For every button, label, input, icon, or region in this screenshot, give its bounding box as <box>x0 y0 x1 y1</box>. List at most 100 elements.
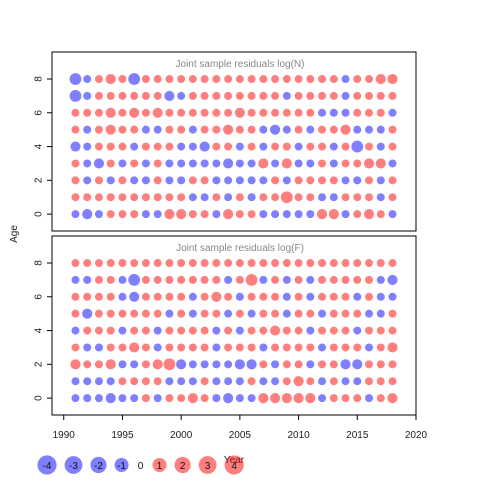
residual-bubble <box>130 377 139 386</box>
residual-bubble <box>163 358 176 371</box>
residual-bubble <box>94 210 103 219</box>
residual-bubble <box>94 176 103 185</box>
residual-bubble <box>188 377 197 386</box>
legend-item: 3 <box>198 456 217 474</box>
residual-bubble <box>235 309 244 318</box>
residual-bubble <box>271 108 280 117</box>
residual-bubble <box>165 259 174 268</box>
residual-bubble <box>212 343 221 352</box>
residual-bubble <box>306 125 315 134</box>
residual-bubble <box>212 75 221 84</box>
residual-bubble <box>200 91 209 100</box>
residual-bubble <box>83 176 92 185</box>
residual-bubble <box>282 210 291 219</box>
residual-bubble <box>224 292 233 301</box>
residual-bubble <box>282 275 291 284</box>
residual-bubble <box>306 108 315 117</box>
residual-bubble <box>130 326 139 335</box>
residual-bubble <box>83 75 92 84</box>
residual-bubble <box>223 393 234 404</box>
residual-bubble <box>270 124 281 135</box>
residual-bubble <box>376 377 385 386</box>
residual-bubble <box>388 292 397 301</box>
residual-bubble <box>153 292 162 301</box>
residual-bubble <box>282 142 291 151</box>
residual-bubble <box>141 108 150 117</box>
residual-bubble <box>341 343 350 352</box>
residual-bubble <box>212 309 221 318</box>
residual-bubble <box>247 210 256 219</box>
legend-item: 1 <box>152 458 167 472</box>
residual-bubble <box>282 176 291 185</box>
residual-bubble <box>188 343 197 352</box>
residual-bubble <box>177 108 186 117</box>
residual-bubble <box>200 193 209 202</box>
residual-bubble <box>130 193 139 202</box>
legend-bubble <box>152 458 167 472</box>
residual-bubble <box>224 309 233 318</box>
residual-bubble <box>94 292 103 301</box>
residual-bubble <box>234 359 245 370</box>
residual-bubble <box>118 75 127 84</box>
residual-bubble <box>130 360 139 369</box>
residual-bubble <box>387 73 398 85</box>
residual-bubble <box>341 326 350 335</box>
y-tick-label: 6 <box>34 110 45 116</box>
residual-bubble <box>165 275 174 284</box>
residual-bubble <box>224 193 233 202</box>
residual-bubble <box>224 259 233 268</box>
residual-bubble <box>281 393 292 404</box>
residual-bubble <box>224 176 233 185</box>
legend-item: -4 <box>37 455 57 475</box>
residual-bubble <box>353 108 362 117</box>
residual-bubble <box>70 359 81 370</box>
residual-bubble <box>94 75 103 84</box>
legend-label: 4 <box>231 461 237 472</box>
residual-bubble <box>235 210 244 219</box>
y-tick-label: 2 <box>34 361 45 367</box>
residual-bubble <box>363 209 375 220</box>
residual-bubble <box>188 210 197 219</box>
residual-bubble <box>199 141 210 152</box>
residual-bubble <box>318 343 327 352</box>
residual-bubble <box>212 142 221 151</box>
residual-bubble <box>105 124 116 135</box>
legend-item: -3 <box>64 456 83 474</box>
residual-bubble <box>129 342 140 353</box>
residual-bubble <box>69 73 82 85</box>
residual-bubble <box>306 275 315 284</box>
residual-bubble <box>271 275 280 284</box>
panel-frame <box>51 51 417 232</box>
residual-bubble <box>353 326 362 335</box>
residual-bubble <box>118 394 127 403</box>
residual-bubble <box>365 176 374 185</box>
x-axis: 1990 1995 2000 2005 2010 2015 2020 <box>53 414 428 441</box>
residual-bubble <box>365 309 374 318</box>
residual-bubble <box>94 309 103 318</box>
y-tick-label: 8 <box>34 260 45 266</box>
residual-bubble <box>375 158 386 169</box>
residual-bubble <box>235 292 244 301</box>
residual-bubble <box>153 193 162 202</box>
residual-bubble <box>141 326 150 335</box>
residual-bubble <box>165 377 174 386</box>
residual-bubble <box>341 142 350 151</box>
residual-bubble <box>306 159 315 168</box>
residual-bubble <box>353 176 362 185</box>
residual-bubble <box>329 343 338 352</box>
legend-bubble <box>64 456 83 474</box>
residual-bubble <box>83 108 92 117</box>
residual-bubble <box>153 394 162 403</box>
residual-bubble <box>71 326 80 335</box>
y-tick-label: 4 <box>34 143 45 149</box>
residual-bubble <box>188 108 197 117</box>
bubbles <box>69 73 398 220</box>
residual-bubble <box>130 210 139 219</box>
bubbles <box>70 259 398 404</box>
residual-bubble <box>212 360 221 369</box>
residual-bubble <box>282 292 291 301</box>
residual-bubble <box>165 292 174 301</box>
legend-bubble <box>90 456 107 474</box>
residual-bubble <box>259 343 268 352</box>
